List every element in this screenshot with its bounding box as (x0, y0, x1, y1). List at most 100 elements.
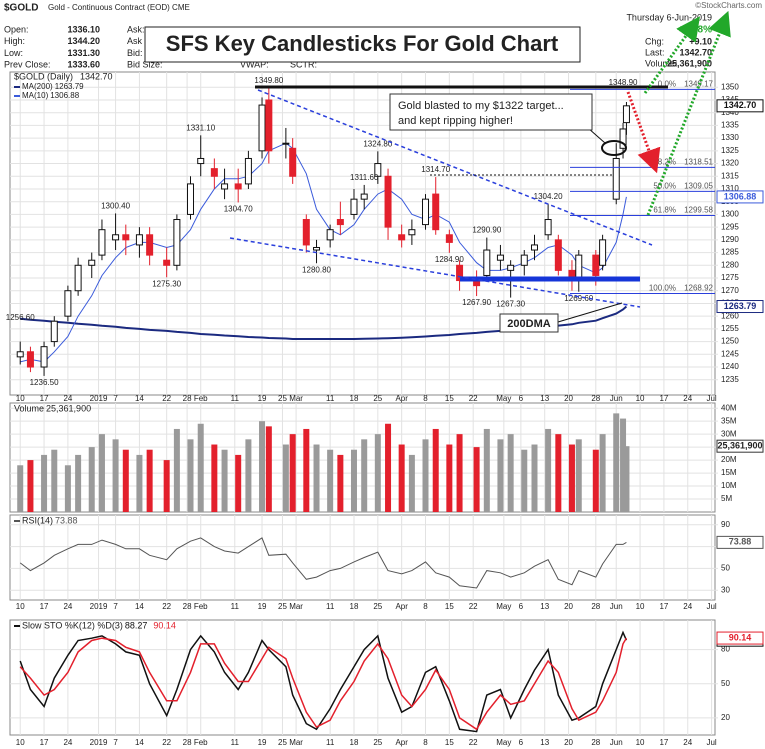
x-tick-label: 17 (659, 738, 668, 747)
y-tick-label: 50 (721, 564, 730, 573)
x-tick-label: 17 (40, 394, 49, 403)
volume-bar (507, 434, 514, 512)
price-annotation: 1324.80 (363, 139, 392, 148)
last-value-label: 73.88 (729, 537, 752, 547)
y-tick-label: 1290 (721, 235, 739, 244)
ma-pointer (557, 302, 623, 323)
x-tick-label: 14 (135, 602, 144, 611)
chg-value: +9.10 (689, 36, 712, 46)
y-tick-label: 50 (721, 679, 730, 688)
copyright: ©StockCharts.com (695, 1, 762, 10)
candle-body (16, 351, 24, 358)
x-tick-label: 22 (469, 602, 478, 611)
series-line (19, 637, 628, 731)
x-tick-label: 22 (162, 738, 171, 747)
y-tick-label: 35M (721, 416, 737, 425)
candle-body (408, 229, 416, 236)
x-tick-label: 11 (326, 394, 335, 403)
x-tick-label: 15 (445, 602, 454, 611)
x-tick-label: 28 (591, 602, 600, 611)
y-tick-label: 1270 (721, 286, 739, 295)
candle-body (336, 219, 344, 226)
y-tick-label: 1275 (721, 273, 739, 282)
legend-label: MA(200) (22, 82, 53, 91)
stat-label: Open: (4, 24, 29, 34)
candle-body (173, 219, 181, 266)
legend-label: MA(10) (22, 91, 49, 100)
x-tick-label: Jun (610, 738, 623, 747)
candle-body (592, 254, 600, 276)
volume-bar (620, 418, 627, 512)
volume-bar (398, 444, 405, 512)
y-tick-label: 1325 (721, 146, 739, 155)
last-value-box (716, 439, 764, 453)
panel-value: 90.14 (153, 620, 176, 630)
legend-value: 1263.79 (55, 82, 84, 91)
volume-bar (531, 444, 538, 512)
green-arrow (646, 10, 731, 216)
y-tick-label: 30M (721, 429, 737, 438)
volume-bar (408, 454, 415, 512)
volume-bar (422, 439, 429, 512)
upper-trendline (257, 89, 653, 246)
x-tick-label: 7 (113, 738, 118, 747)
candle-body (622, 105, 630, 124)
candle-body (122, 234, 130, 241)
ma-note: 200DMA (507, 318, 550, 330)
candle-body (234, 183, 242, 190)
volume-bar (374, 434, 381, 512)
x-tick-label: 24 (683, 602, 692, 611)
candle-body (360, 193, 368, 200)
candle-body (374, 163, 382, 177)
x-tick-label: 19 (258, 738, 267, 747)
x-tick-label: Jul (706, 394, 716, 403)
x-tick-label: 7 (113, 394, 118, 403)
candle-body (326, 229, 334, 241)
candle-body (146, 234, 154, 256)
stat-label: Ask: (127, 24, 145, 34)
x-tick-label: 28 (183, 394, 192, 403)
series-line (19, 537, 627, 589)
candle-body (432, 193, 440, 231)
y-tick-label: 1310 (721, 184, 739, 193)
volume-bar (623, 446, 630, 512)
volume-bar (313, 444, 320, 512)
x-tick-label: 2019 (90, 602, 108, 611)
stat-label: Prev Close: (4, 59, 51, 69)
callout-text: and kept ripping higher! (398, 115, 513, 127)
volume-bar (337, 454, 344, 512)
candle-body (422, 198, 430, 226)
candle-body (98, 229, 106, 256)
x-tick-label: Apr (395, 738, 408, 747)
x-tick-label: 19 (258, 602, 267, 611)
volume-bar (555, 434, 562, 512)
stat-label: Bid: (127, 48, 143, 58)
volume-bar (575, 439, 582, 512)
ma-note-box (499, 313, 559, 333)
volume-bar (112, 439, 119, 512)
legend-value: 1306.88 (50, 91, 79, 100)
x-tick-label: 24 (683, 394, 692, 403)
x-tick-label: 24 (63, 602, 72, 611)
x-tick-label: 11 (231, 738, 240, 747)
x-tick-label: 22 (469, 738, 478, 747)
stat-value: 1333.60 (67, 59, 100, 69)
candle-body (619, 128, 627, 149)
last-value-label: 1342.70 (724, 100, 757, 110)
candle-body (282, 142, 290, 145)
candle-body (507, 264, 515, 271)
x-tick-label: Mar (289, 738, 303, 747)
candle-body (112, 234, 120, 241)
x-tick-label: 13 (540, 394, 549, 403)
price-annotation: 1267.30 (496, 300, 525, 309)
volume-bar (17, 465, 24, 512)
volume-bar (361, 439, 368, 512)
y-tick-label: 30 (721, 585, 730, 594)
overlay: Gold blasted to my $1322 target... and k… (144, 10, 731, 333)
candle-body (40, 346, 48, 368)
volume-bar (88, 447, 95, 512)
plot-area: 1235124012451250125512601265127012751280… (6, 71, 764, 747)
candle-body (187, 183, 195, 215)
x-tick-label: 8 (423, 394, 428, 403)
sctr-label: SCTR: (290, 59, 317, 69)
